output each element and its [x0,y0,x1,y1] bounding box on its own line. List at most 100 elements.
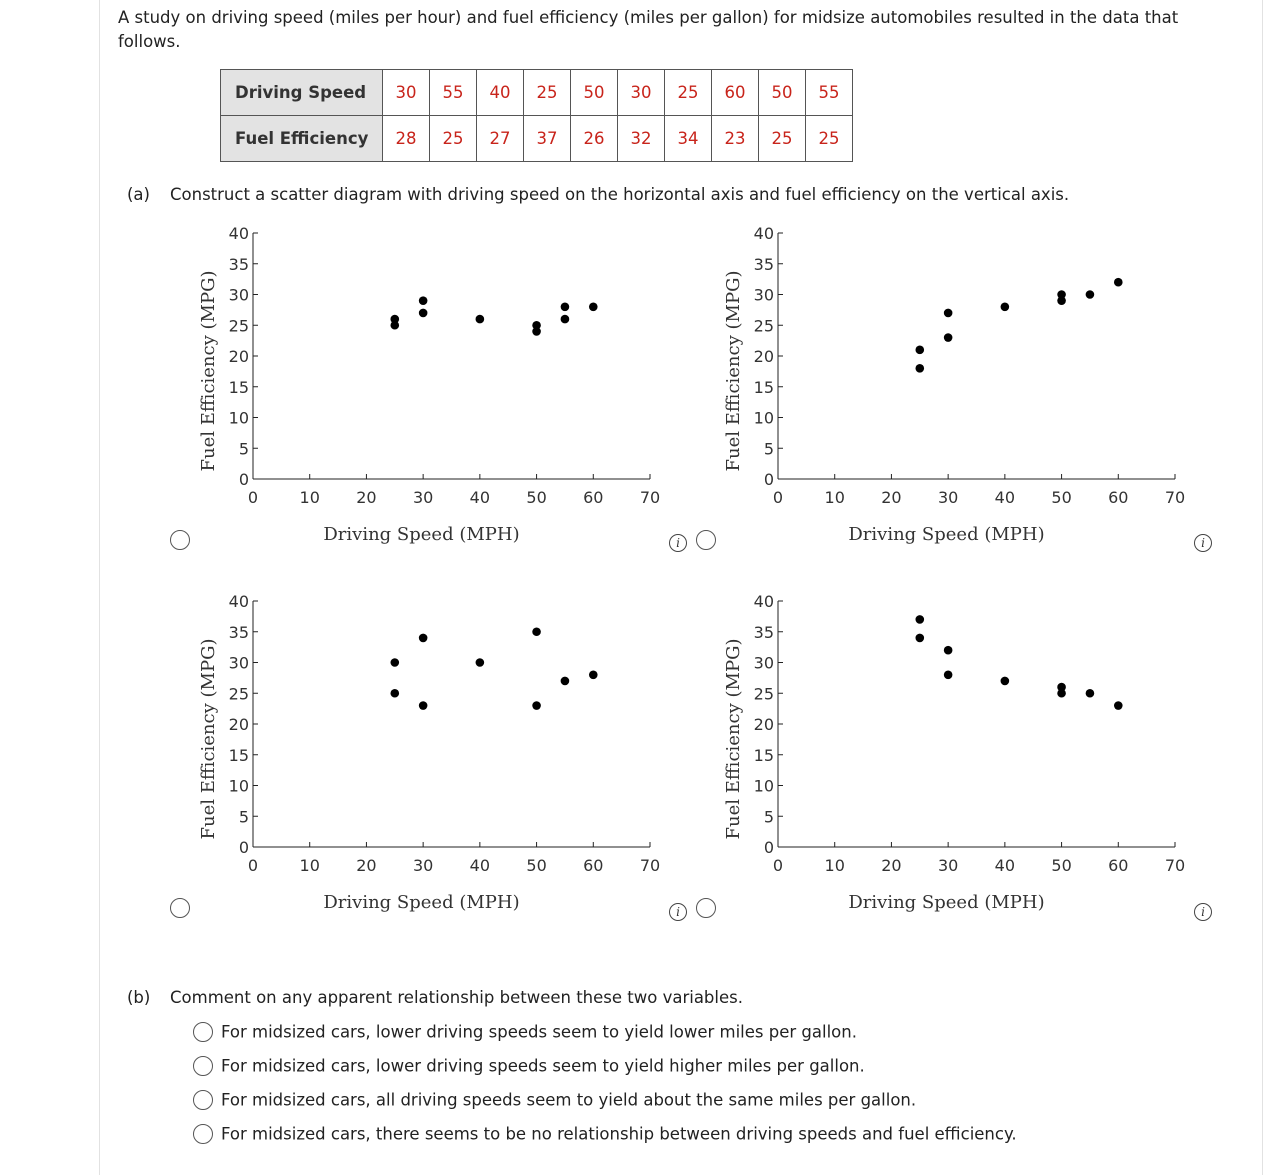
y-tick-label: 5 [764,439,774,458]
data-point [418,308,428,318]
table-cell: 30 [382,69,430,116]
table-cell: 25 [758,115,806,162]
table-cell: 25 [523,69,571,116]
x-tick-label: 30 [413,856,433,875]
data-point [943,308,953,318]
data-table: Driving Speed 30 55 40 25 50 30 25 60 50… [220,69,853,162]
table-cell: 26 [570,115,618,162]
x-tick-label: 0 [248,488,258,507]
chart-option-1-radio[interactable] [170,530,190,550]
chart-svg: 0 5 10 15 20 25 30 35 40 0 10 20 30 40 50 60 70 Driving S… [723,592,1185,913]
x-tick-label: 60 [583,856,603,875]
table-cell: 60 [711,69,759,116]
data-point [1057,688,1066,698]
answer-option-2-radio[interactable] [193,1055,213,1076]
chart-option-4-radio[interactable] [696,898,716,918]
x-tick-label: 50 [1051,856,1071,875]
x-tick-label: 50 [526,856,546,875]
answer-option-2-text: For midsized cars, lower driving speeds … [221,1056,865,1076]
y-tick-label: 30 [229,286,249,305]
part-a-label: (a) [127,185,150,204]
y-tick-label: 25 [754,684,774,703]
data-point [418,701,428,710]
data-point [1113,701,1123,710]
answer-option-4[interactable]: For midsized cars, there seems to be no … [193,1122,1017,1146]
chart-option-2-radio[interactable] [696,530,716,550]
x-tick-label: 30 [938,856,958,875]
info-icon[interactable]: i [1194,534,1212,552]
row-header-speed: Driving Speed [220,69,383,116]
x-axis-label: Driving Speed (MPH) [323,524,519,545]
answer-option-4-radio[interactable] [193,1123,213,1144]
data-point [1085,290,1095,299]
data-point [1000,302,1010,312]
data-point [1057,296,1066,305]
data-point [560,676,570,686]
x-tick-label: 70 [640,488,660,507]
y-tick-label: 20 [754,715,774,734]
y-tick-label: 10 [754,409,774,428]
data-point [475,314,485,324]
info-icon[interactable]: i [669,903,687,921]
x-tick-label: 30 [413,488,433,507]
x-tick-label: 20 [356,856,376,875]
data-point [532,701,541,710]
data-point [418,296,428,305]
table-cell: 55 [805,69,853,116]
y-tick-label: 20 [229,347,249,366]
x-tick-label: 0 [248,856,258,875]
y-tick-label: 40 [229,592,249,611]
data-point [915,615,925,624]
x-tick-label: 40 [470,856,490,875]
data-point [532,627,541,637]
info-icon[interactable]: i [669,534,687,552]
y-tick-label: 35 [229,623,249,642]
chart-svg: 0 5 10 15 20 25 30 35 40 0 10 20 30 40 50 60 70 Driving S… [723,224,1185,545]
answer-option-4-text: For midsized cars, there seems to be no … [221,1124,1017,1144]
problem-intro: A study on driving speed (miles per hour… [118,8,1179,51]
x-axis-label: Driving Speed (MPH) [323,892,519,913]
y-tick-label: 0 [764,838,774,857]
y-axis-label: Fuel Efficiency (MPG) [198,639,219,840]
y-tick-label: 15 [754,746,774,765]
table-cell: 25 [805,115,853,162]
x-tick-label: 20 [881,856,901,875]
y-tick-label: 15 [229,746,249,765]
x-tick-label: 10 [825,856,845,875]
table-cell: 50 [570,69,618,116]
y-tick-label: 15 [754,378,774,397]
data-point [1113,277,1123,287]
x-tick-label: 0 [773,856,783,875]
x-tick-label: 60 [1108,856,1128,875]
x-tick-label: 50 [1051,488,1071,507]
info-icon[interactable]: i [1194,903,1212,921]
x-tick-label: 70 [1165,856,1185,875]
table-cell: 25 [664,69,712,116]
chart-option-3-radio[interactable] [170,898,190,918]
table-cell: 32 [617,115,665,162]
y-tick-label: 30 [229,654,249,673]
answer-option-1[interactable]: For midsized cars, lower driving speeds … [193,1020,857,1044]
y-tick-label: 15 [229,378,249,397]
answer-option-3-text: For midsized cars, all driving speeds se… [221,1090,917,1110]
answer-option-3[interactable]: For midsized cars, all driving speeds se… [193,1088,916,1112]
y-tick-label: 5 [239,439,249,458]
answer-option-2[interactable]: For midsized cars, lower driving speeds … [193,1054,865,1078]
table-cell: 30 [617,69,665,116]
x-tick-label: 60 [583,488,603,507]
x-tick-label: 50 [526,488,546,507]
data-point [1057,682,1066,692]
answer-option-3-radio[interactable] [193,1089,213,1110]
x-tick-label: 20 [356,488,376,507]
y-tick-label: 30 [754,286,774,305]
y-tick-label: 0 [764,470,774,489]
scatter-chart-option-3: 0 5 10 15 20 25 30 35 40 0 10 20 30 40 50 60 70 Driving S… [190,588,710,928]
answer-option-1-radio[interactable] [193,1021,213,1042]
y-tick-label: 40 [229,224,249,243]
y-tick-label: 40 [754,592,774,611]
data-point [390,658,400,667]
left-border [99,0,100,1175]
y-tick-label: 0 [239,470,249,489]
x-tick-label: 40 [995,856,1015,875]
table-row-speed: Driving Speed 30 55 40 25 50 30 25 60 50… [220,69,853,116]
